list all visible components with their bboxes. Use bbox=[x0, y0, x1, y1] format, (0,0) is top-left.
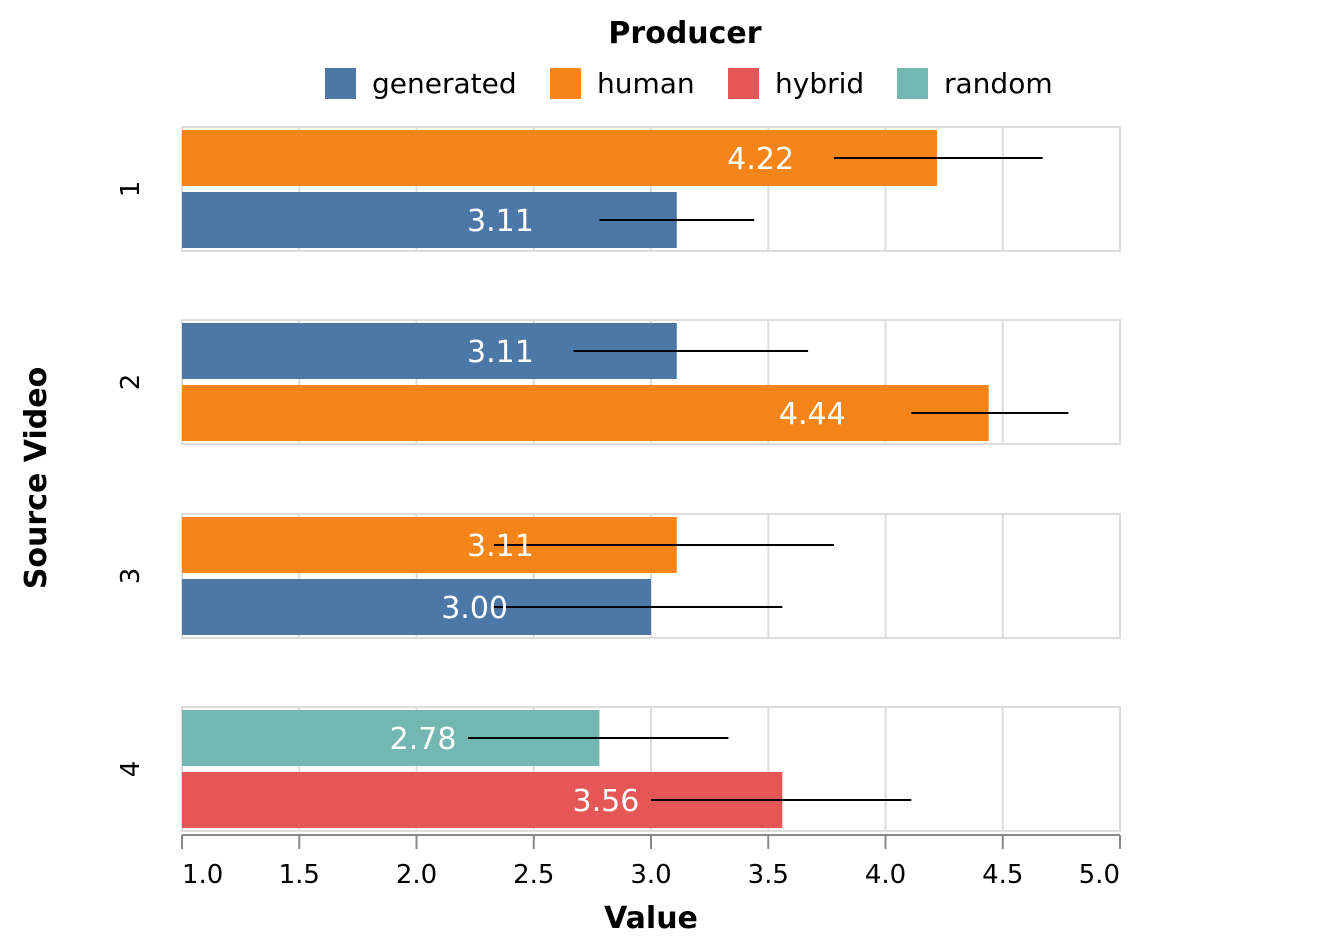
legend-swatch-random bbox=[897, 68, 928, 99]
x-tick-label: 4.0 bbox=[865, 860, 906, 890]
legend-item-generated: generated bbox=[325, 67, 517, 100]
facet-label-2: 2 bbox=[116, 374, 146, 391]
bar-label-4-random: 2.78 bbox=[390, 722, 457, 757]
x-tick-label: 3.5 bbox=[748, 860, 789, 890]
facet-2: 2 3.11 4.44 bbox=[116, 319, 1121, 445]
legend-swatch-generated bbox=[325, 68, 356, 99]
x-tick-label: 4.5 bbox=[982, 860, 1023, 890]
legend-item-random: random bbox=[897, 67, 1053, 100]
facet-1: 1 4.22 3.11 bbox=[116, 126, 1121, 252]
bar-1-human bbox=[182, 130, 938, 186]
facet-label-4: 4 bbox=[116, 761, 146, 778]
x-tick-label: 5.0 bbox=[1079, 860, 1120, 890]
legend-label-hybrid: hybrid bbox=[775, 67, 864, 100]
bar-label-1-generated: 3.11 bbox=[467, 204, 534, 239]
legend-swatch-human bbox=[550, 68, 581, 99]
bar-label-1-human: 4.22 bbox=[727, 142, 794, 177]
bar-label-4-hybrid: 3.56 bbox=[573, 784, 640, 819]
legend-label-human: human bbox=[597, 67, 695, 100]
legend-item-hybrid: hybrid bbox=[728, 67, 864, 100]
facet-3: 3 3.11 3.00 bbox=[116, 513, 1121, 639]
facet-border bbox=[181, 706, 1121, 832]
facet-panels: 1 4.22 3.11 2 3.11 4.44 3 3.11 3.00 4 2.78 3.56 bbox=[116, 126, 1121, 832]
legend-title: Producer bbox=[608, 16, 761, 51]
legend-item-human: human bbox=[550, 67, 695, 100]
x-tick-label: 1.5 bbox=[279, 860, 320, 890]
y-axis-title: Source Video bbox=[19, 367, 54, 589]
legend-label-random: random bbox=[944, 67, 1053, 100]
x-axis: 1.0 1.5 2.0 2.5 3.0 3.5 4.0 4.5 5.0 bbox=[181, 834, 1121, 890]
legend-label-generated: generated bbox=[372, 67, 517, 100]
bar-label-2-generated: 3.11 bbox=[467, 335, 534, 370]
x-tick-label: 1.0 bbox=[182, 860, 223, 890]
legend: Producer generated human hybrid random bbox=[325, 16, 1053, 100]
x-axis-title: Value bbox=[604, 901, 698, 936]
facet-border bbox=[181, 126, 1121, 252]
bar-label-2-human: 4.44 bbox=[779, 397, 846, 432]
x-tick-label: 3.0 bbox=[630, 860, 671, 890]
facet-label-1: 1 bbox=[116, 181, 146, 198]
facet-border bbox=[181, 319, 1121, 445]
legend-swatch-hybrid bbox=[728, 68, 759, 99]
bar-2-human bbox=[182, 385, 989, 441]
facet-border bbox=[181, 513, 1121, 639]
bar-label-3-human: 3.11 bbox=[467, 529, 534, 564]
x-tick-label: 2.0 bbox=[396, 860, 437, 890]
bar-1-generated bbox=[182, 192, 677, 248]
x-tick-label: 2.5 bbox=[513, 860, 554, 890]
facet-4: 4 2.78 3.56 bbox=[116, 706, 1121, 832]
facet-label-3: 3 bbox=[116, 568, 146, 585]
bar-label-3-generated: 3.00 bbox=[441, 591, 508, 626]
